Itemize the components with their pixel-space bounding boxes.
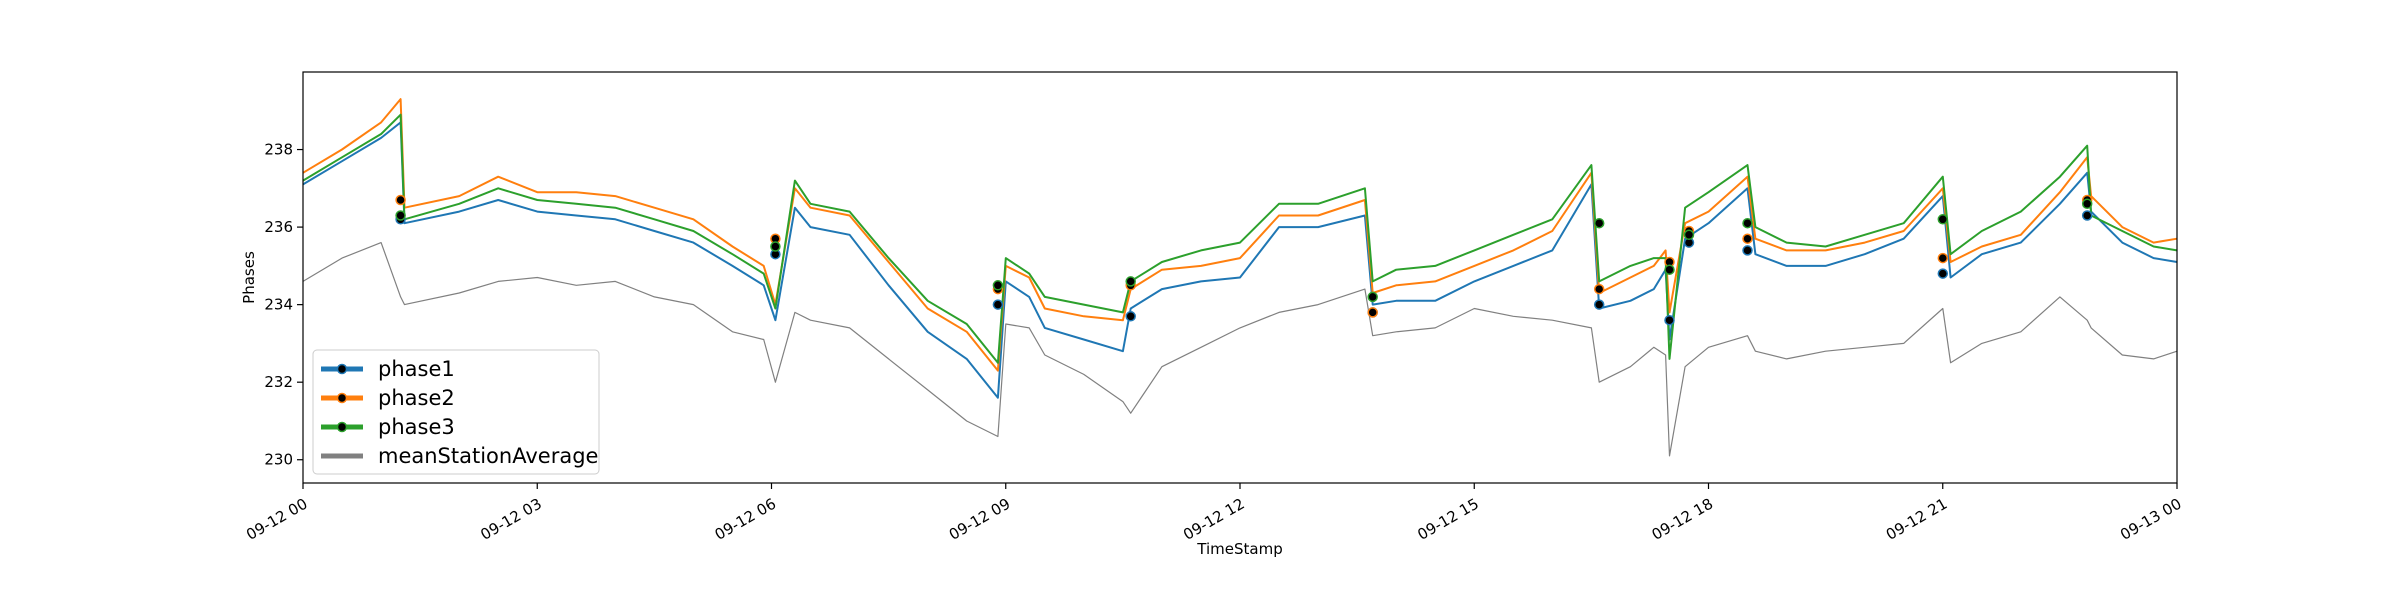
legend-label-phase1: phase1 (378, 357, 455, 381)
data-point-phase3-10 (2081, 198, 2093, 210)
y-tick-label: 232 (264, 373, 293, 391)
data-point-phase1-3 (1125, 311, 1136, 322)
data-point-phase2-8 (1742, 233, 1753, 244)
y-tick-label: 236 (264, 218, 293, 236)
legend-marker-phase2 (336, 392, 348, 404)
data-point-phase2-5 (1593, 283, 1605, 295)
data-point-phase2-9 (1937, 252, 1949, 264)
y-axis-label: Phases (240, 251, 258, 304)
series-line-meanStationAverage (302, 242, 2178, 457)
data-point-phase3-7 (1683, 229, 1695, 241)
data-point-phase3-5 (1593, 217, 1605, 229)
legend-label-meanStationAverage: meanStationAverage (378, 444, 598, 468)
data-point-phase3-3 (1125, 276, 1136, 287)
data-point-phase1-10 (2081, 210, 2093, 221)
legend: phase1 phase2 phase3 meanStationAverage (312, 349, 600, 475)
data-point-phase1-5 (1593, 299, 1605, 310)
x-tick-label: 09-12 00 (243, 495, 310, 544)
x-tick-label: 09-12 09 (946, 495, 1013, 544)
x-axis: 09-12 00 09-12 03 09-12 06 09-12 09 09-12 12… (243, 483, 2185, 544)
data-point-phase1-6 (1664, 314, 1675, 326)
x-tick-label: 09-12 03 (477, 495, 544, 544)
series-layer (302, 98, 2178, 457)
y-tick-label: 234 (264, 296, 293, 314)
legend-box (312, 349, 600, 475)
y-axis: 230 232 234 236 238 (264, 141, 303, 469)
x-tick-label: 09-12 12 (1180, 495, 1247, 544)
series-line-phase3 (302, 113, 2178, 364)
data-point-phase3-4 (1367, 291, 1378, 303)
data-point-phase1-9 (1937, 268, 1949, 279)
legend-label-phase3: phase3 (378, 415, 455, 439)
marker-layer (395, 194, 2093, 326)
data-point-phase3-0 (395, 210, 406, 221)
x-tick-label: 09-13 00 (2117, 495, 2184, 544)
data-point-phase2-0 (395, 194, 406, 206)
data-point-phase3-2 (992, 280, 1004, 291)
data-point-phase1-8 (1742, 245, 1753, 256)
legend-marker-phase1 (336, 363, 348, 375)
y-tick-label: 238 (264, 141, 293, 159)
data-point-phase3-9 (1937, 214, 1949, 225)
series-line-phase1 (302, 121, 2178, 399)
data-point-phase3-1 (770, 241, 781, 252)
data-point-phase2-4 (1367, 307, 1378, 318)
data-point-phase3-6 (1664, 264, 1675, 275)
x-tick-label: 09-12 21 (1883, 495, 1950, 544)
y-tick-label: 230 (264, 451, 293, 469)
data-point-phase3-8 (1742, 217, 1753, 229)
series-line-phase2 (302, 98, 2178, 372)
legend-label-phase2: phase2 (378, 386, 455, 410)
x-tick-label: 09-12 18 (1649, 495, 1716, 544)
legend-marker-phase3 (336, 421, 348, 433)
x-tick-label: 09-12 15 (1414, 495, 1481, 544)
data-point-phase1-2 (992, 299, 1004, 310)
x-tick-label: 09-12 06 (712, 495, 779, 544)
x-axis-label: TimeStamp (1196, 540, 1282, 558)
